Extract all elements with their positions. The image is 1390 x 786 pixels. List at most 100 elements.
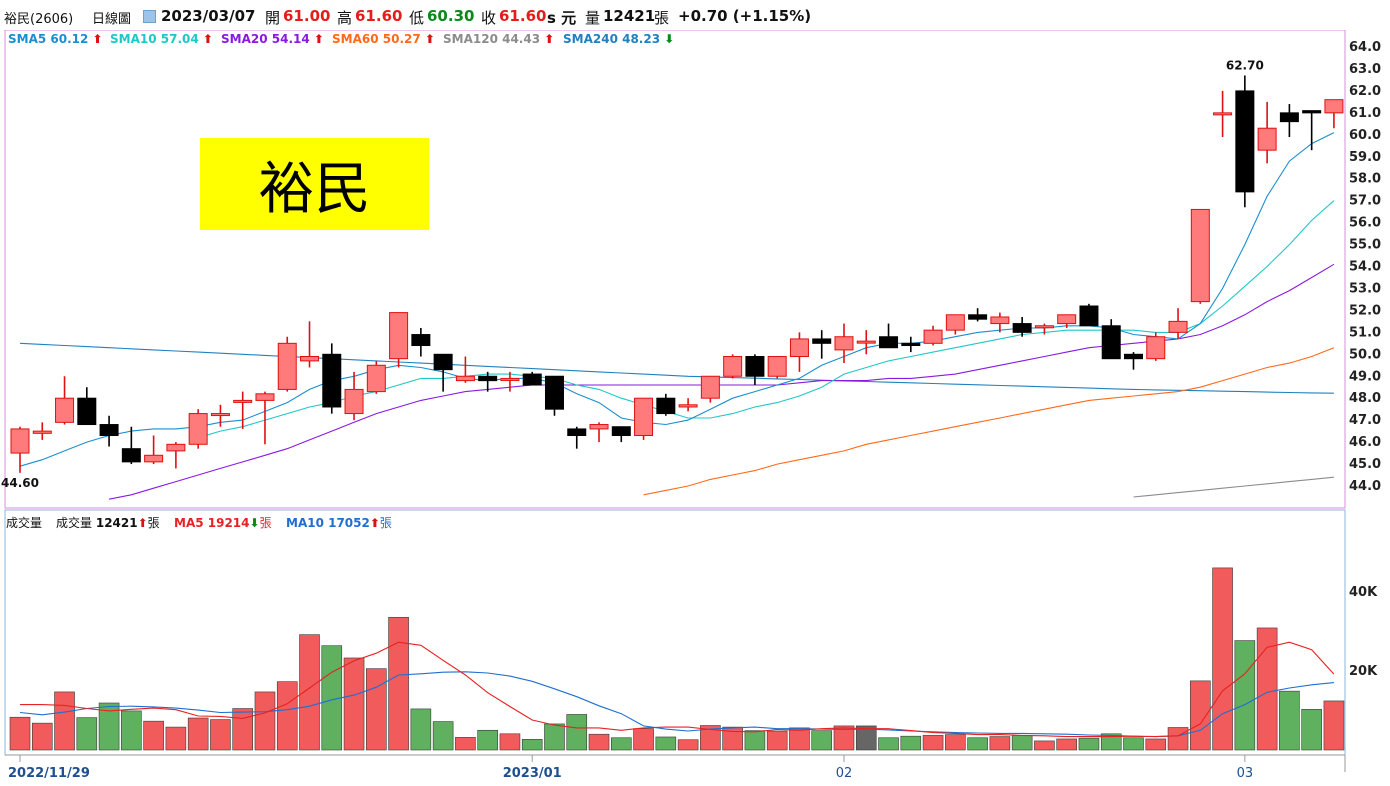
change-value: +0.70 (+1.15%) (678, 7, 812, 25)
low-label: 低 (409, 9, 425, 27)
candle (188, 409, 208, 449)
candle-body (1079, 305, 1099, 327)
candle (411, 327, 431, 357)
candle (10, 426, 30, 473)
volume-bar (1123, 737, 1144, 751)
volume-bar (1279, 690, 1300, 751)
candle (945, 314, 965, 335)
candle-body (1324, 99, 1344, 114)
price-tick-label: 55.0 (1349, 238, 1381, 253)
chart-kind: 日線圖 (92, 12, 132, 27)
candle-body (522, 373, 542, 386)
x-tick-label: 2023/01 (503, 766, 562, 781)
candle (121, 426, 141, 465)
volume-bar (833, 725, 855, 751)
candle-body (255, 393, 275, 401)
volume-bar (232, 708, 253, 751)
volume-bar (1034, 740, 1055, 751)
volume-bar (878, 737, 899, 751)
candle (99, 415, 119, 447)
candle-body (233, 399, 253, 403)
volume-bar (900, 735, 922, 751)
stock-name: 裕民(2606) (4, 12, 74, 27)
volume-bar (1167, 727, 1189, 751)
candle-body (55, 397, 75, 423)
volume-bar (410, 708, 432, 751)
candle-body (1057, 314, 1077, 325)
candle (611, 426, 631, 443)
calendar-icon[interactable] (143, 10, 156, 23)
price-tick-label: 52.0 (1349, 303, 1381, 318)
volume-bar (366, 668, 387, 751)
price-tick-label: 44.0 (1349, 479, 1381, 494)
legend-vol-ma5: MA5 19214⬇張 (174, 516, 272, 530)
candle (723, 354, 743, 379)
candlesticks (10, 75, 1344, 473)
volume-bar (1256, 627, 1278, 751)
legend-vol-ma10: MA10 17052⬆張 (286, 516, 392, 530)
high-value: 61.60 (355, 7, 403, 25)
candle-body (121, 448, 141, 463)
candle (656, 393, 676, 416)
volume-bar (811, 730, 833, 751)
price-tick-label: 51.0 (1349, 325, 1381, 340)
candle (144, 435, 164, 465)
candle-body (990, 316, 1010, 325)
candle (55, 376, 75, 425)
candle-body (144, 454, 164, 463)
volume-bar (700, 725, 721, 751)
candle (1213, 90, 1233, 137)
candle-body (723, 355, 743, 377)
candle-body (344, 388, 364, 415)
candle-body (901, 342, 921, 347)
candle-body (1124, 353, 1143, 360)
candle (923, 325, 943, 346)
volume-panel-title: 成交量 (6, 516, 43, 530)
candle-body (1146, 336, 1166, 360)
volume-bar (1078, 737, 1100, 751)
volume-bar (98, 702, 120, 751)
candle (1235, 75, 1255, 208)
price-tick-label: 57.0 (1349, 194, 1381, 209)
candle (1079, 303, 1099, 327)
candle-body (322, 353, 342, 408)
badge-text: 裕民 (258, 156, 371, 222)
candle-body (1213, 112, 1233, 116)
close-label: 收 (481, 9, 497, 27)
candle-body (1101, 325, 1121, 360)
candle (1124, 352, 1143, 370)
volume-bar (299, 634, 320, 751)
open-label: 開 (265, 9, 281, 27)
candle-body (812, 338, 832, 344)
volume-bar (210, 719, 231, 751)
candle (1146, 332, 1166, 361)
candle-body (210, 413, 230, 417)
price-tick-label: 53.0 (1349, 281, 1381, 296)
candle (678, 398, 698, 412)
candle (1057, 314, 1077, 328)
candle-body (700, 375, 720, 399)
volume-bar (165, 726, 187, 751)
candle (478, 371, 498, 392)
volume-bar (31, 722, 53, 751)
candle-body (166, 443, 186, 452)
sma240-line (19, 342, 1334, 394)
candle (634, 397, 654, 440)
legend-sma5: SMA5 60.12 ⬆ (8, 32, 103, 46)
volume-bar (610, 737, 632, 751)
close-value: 61.60 (499, 7, 547, 25)
x-tick-label: 03 (1237, 766, 1254, 781)
candle-body (923, 329, 943, 344)
candle (1190, 208, 1210, 304)
candle-body (656, 397, 676, 415)
volume-bar (477, 729, 498, 751)
volume-bar (254, 691, 276, 751)
arrow-down-icon: ⬇ (249, 516, 260, 530)
candle-body (1190, 208, 1210, 303)
volume-bar (1145, 738, 1167, 751)
volume-bar (1011, 735, 1033, 751)
chart-frame (4, 29, 1346, 772)
volume-bar (343, 657, 365, 751)
volume-label: 量 (585, 9, 601, 27)
